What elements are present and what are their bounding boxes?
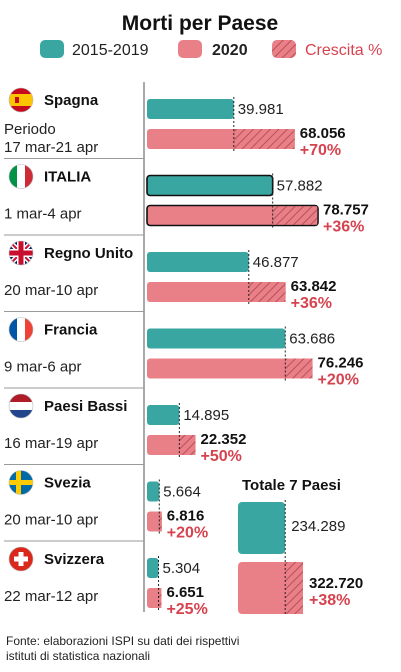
country-name: Svizzera [44, 551, 105, 568]
baseline-value: 57.882 [277, 178, 323, 195]
period-label: Periodo [4, 121, 56, 138]
bar-current [147, 511, 162, 532]
bar-baseline [147, 405, 180, 425]
growth-value: +70% [300, 142, 341, 159]
legend: 2015-2019 2020 Crescita % [40, 40, 382, 59]
bar-baseline [147, 558, 159, 578]
bar-baseline [146, 174, 274, 197]
period-dates: 20 mar-10 apr [4, 512, 98, 529]
baseline-value: 14.895 [183, 407, 229, 424]
legend-swatch-baseline [40, 40, 64, 58]
current-value: 68.056 [300, 125, 346, 142]
growth-value: +20% [318, 372, 359, 389]
period-dates: 1 mar-4 apr [4, 206, 82, 223]
total-growth-value: +38% [309, 592, 350, 609]
growth-value: +25% [166, 601, 207, 618]
bar-current [147, 358, 313, 379]
bar-growth-hatch [248, 282, 286, 302]
period-dates: 17 mar-21 apr [4, 139, 98, 156]
total-panel: Totale 7 Paesi 234.289 322.720+38% [238, 477, 363, 616]
growth-value: +36% [291, 295, 332, 312]
baseline-value: 46.877 [253, 254, 299, 271]
legend-swatch-current [178, 40, 202, 58]
switzerland-flag-icon [8, 546, 34, 572]
country-row: Svizzera 22 mar-12 apr 5.304 6.651+25% [4, 540, 208, 618]
country-name: ITALIA [44, 169, 91, 186]
source-line-1: Fonte: elaborazioni ISPI su dati dei ris… [6, 634, 239, 648]
netherlands-flag-icon [8, 393, 34, 419]
total-bar-baseline [238, 502, 286, 554]
current-value: 22.352 [201, 431, 247, 448]
bar-baseline [147, 99, 234, 119]
bar-baseline [147, 481, 160, 502]
period-dates: 9 mar-6 apr [4, 359, 82, 376]
bar-growth-hatch [285, 358, 313, 379]
total-title: Totale 7 Paesi [242, 477, 341, 494]
period-dates: 22 mar-12 apr [4, 588, 98, 605]
current-value: 78.757 [323, 202, 369, 219]
current-value: 6.651 [166, 584, 204, 601]
baseline-value: 5.304 [163, 560, 201, 577]
bar-current [147, 588, 162, 608]
bar-growth-hatch [159, 511, 162, 532]
growth-value: +36% [323, 219, 364, 236]
country-name: Svezia [44, 475, 91, 492]
france-flag-icon [8, 317, 34, 342]
baseline-value: 5.664 [163, 484, 201, 501]
total-bar-growth-hatch [285, 562, 303, 614]
bar-baseline [147, 328, 286, 349]
current-value: 76.246 [318, 355, 364, 372]
bar-growth-hatch [179, 435, 196, 455]
uk-flag-icon [8, 240, 34, 266]
legend-label-current: 2020 [212, 42, 248, 59]
total-baseline-value: 234.289 [291, 518, 345, 535]
current-value: 63.842 [291, 278, 337, 295]
legend-swatch-growth [272, 40, 296, 58]
total-current-value: 322.720 [309, 575, 363, 592]
country-row: Paesi Bassi 16 mar-19 apr 14.895 22.352+50% [4, 387, 247, 465]
source-line-2: istituti di statistica nazionali [6, 649, 150, 663]
period-dates: 16 mar-19 apr [4, 435, 98, 452]
country-name: Francia [44, 322, 98, 339]
bar-growth-hatch [158, 588, 162, 608]
bar-growth-hatch [233, 129, 295, 149]
spain-flag-icon [8, 87, 34, 113]
italy-flag-icon [8, 164, 34, 189]
country-name: Spagna [44, 92, 99, 109]
baseline-value: 63.686 [289, 331, 335, 348]
baseline-value: 39.981 [238, 101, 284, 118]
chart-title: Morti per Paese [122, 12, 278, 35]
sweden-flag-icon [8, 470, 34, 495]
growth-value: +50% [201, 448, 242, 465]
country-name: Paesi Bassi [44, 398, 127, 415]
legend-label-baseline: 2015-2019 [72, 42, 149, 59]
growth-value: +20% [167, 525, 208, 542]
country-row: Svezia 20 mar-10 apr 5.664 6.816+20% [4, 464, 208, 542]
bar-growth-hatch [272, 206, 318, 225]
country-row: Regno Unito 20 mar-10 apr 46.877 63.842+36% [4, 234, 337, 312]
bar-baseline [147, 252, 249, 272]
legend-label-growth: Crescita % [305, 42, 382, 59]
country-row: Francia 9 mar-6 apr 63.686 76.246+20% [4, 311, 364, 389]
period-dates: 20 mar-10 apr [4, 282, 98, 299]
current-value: 6.816 [167, 508, 205, 525]
country-name: Regno Unito [44, 245, 133, 262]
